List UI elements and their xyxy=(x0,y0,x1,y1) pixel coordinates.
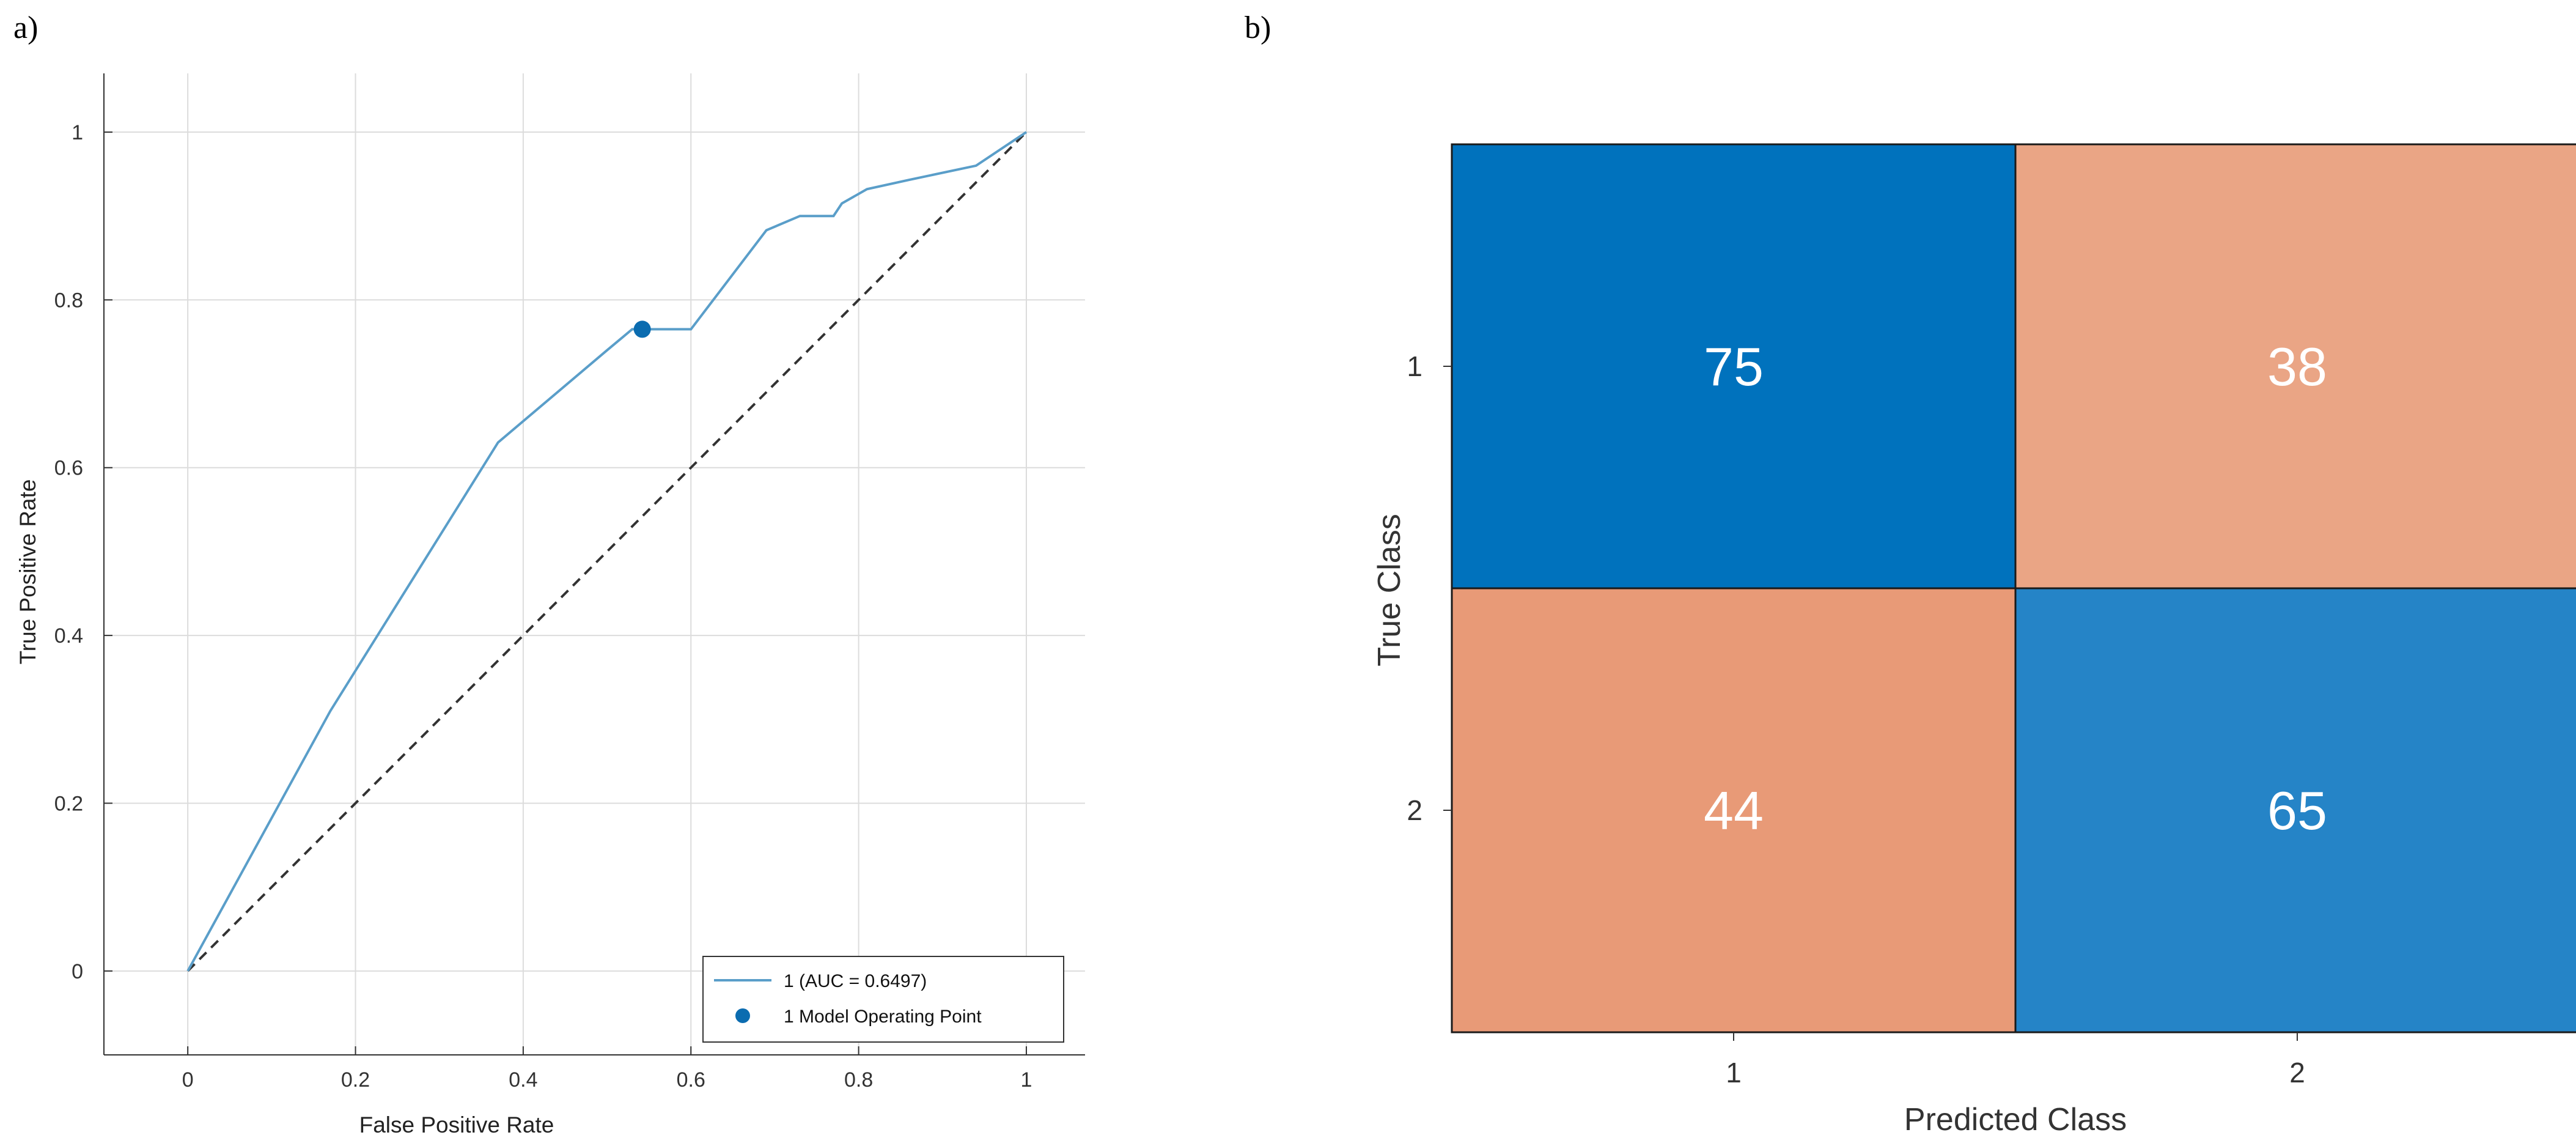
cm-x-axis-title: Predicted Class xyxy=(1904,1102,2127,1137)
panel-label-b: b) xyxy=(1245,10,1271,45)
roc-x-tick-label: 0.4 xyxy=(509,1068,537,1092)
roc-y-axis-title: True Positive Rate xyxy=(15,479,40,665)
cm-y-tick-label: 2 xyxy=(1407,794,1422,826)
roc-x-tick-label: 1 xyxy=(1021,1068,1032,1092)
roc-axes xyxy=(103,73,1085,1055)
legend-dot-swatch xyxy=(735,1008,750,1023)
cm-x-tick-label: 2 xyxy=(2289,1057,2305,1089)
roc-x-axis-title: False Positive Rate xyxy=(359,1112,554,1137)
operating-point-marker xyxy=(633,320,651,338)
roc-grid xyxy=(104,73,1085,1055)
cm-cell-value: 75 xyxy=(1704,336,1764,397)
roc-legend-box xyxy=(702,956,1064,1043)
roc-y-tick-label: 0.4 xyxy=(54,624,83,648)
roc-y-tick-label: 0.2 xyxy=(54,792,83,815)
legend-item-curve: 1 (AUC = 0.6497) xyxy=(784,971,927,991)
cm-y-tick-label: 1 xyxy=(1407,350,1422,382)
cm-y-axis-title: True Class xyxy=(1372,514,1407,666)
roc-x-tick-label: 0.2 xyxy=(341,1068,370,1092)
roc-x-tick-label: 0.6 xyxy=(677,1068,705,1092)
roc-chart: 0 0.2 0.4 0.6 0.8 1 0 0.2 0.4 0.6 0.8 1 False Posit… xyxy=(15,73,1085,1137)
roc-legend: 1 (AUC = 0.6497) 1 Model Operating Point xyxy=(702,956,1064,1043)
roc-y-tick-label: 0.6 xyxy=(54,457,83,480)
confusion-matrix-cells: 75 38 44 65 xyxy=(1451,143,2576,1033)
cm-cell-value: 44 xyxy=(1704,780,1764,841)
cm-cell xyxy=(2014,587,2576,1033)
cm-cell-value: 65 xyxy=(2267,780,2327,841)
roc-y-tick-label: 0 xyxy=(72,960,83,983)
roc-ticks: 0 0.2 0.4 0.6 0.8 1 0 0.2 0.4 0.6 0.8 1 xyxy=(54,121,1032,1092)
cm-cell xyxy=(1451,143,2017,590)
confusion-matrix-ticks: 1 2 1 2 xyxy=(1407,350,2305,1089)
cm-cell-value: 38 xyxy=(2267,336,2327,397)
roc-y-tick-label: 0.8 xyxy=(54,289,83,312)
legend-item-operating-point: 1 Model Operating Point xyxy=(784,1007,982,1027)
roc-plot-area xyxy=(104,73,1085,1055)
cm-cell xyxy=(2014,143,2576,590)
cm-x-tick-label: 1 xyxy=(1726,1057,1742,1089)
roc-y-tick-label: 1 xyxy=(72,121,83,144)
panel-label-a: a) xyxy=(13,10,38,45)
confusion-matrix: 75 38 44 65 1 2 1 2 Predicted Class True Class xyxy=(1372,143,2576,1137)
roc-curve xyxy=(186,131,1028,972)
roc-x-tick-label: 0.8 xyxy=(844,1068,873,1092)
roc-x-tick-label: 0 xyxy=(182,1068,194,1092)
cm-cell xyxy=(1451,587,2017,1033)
